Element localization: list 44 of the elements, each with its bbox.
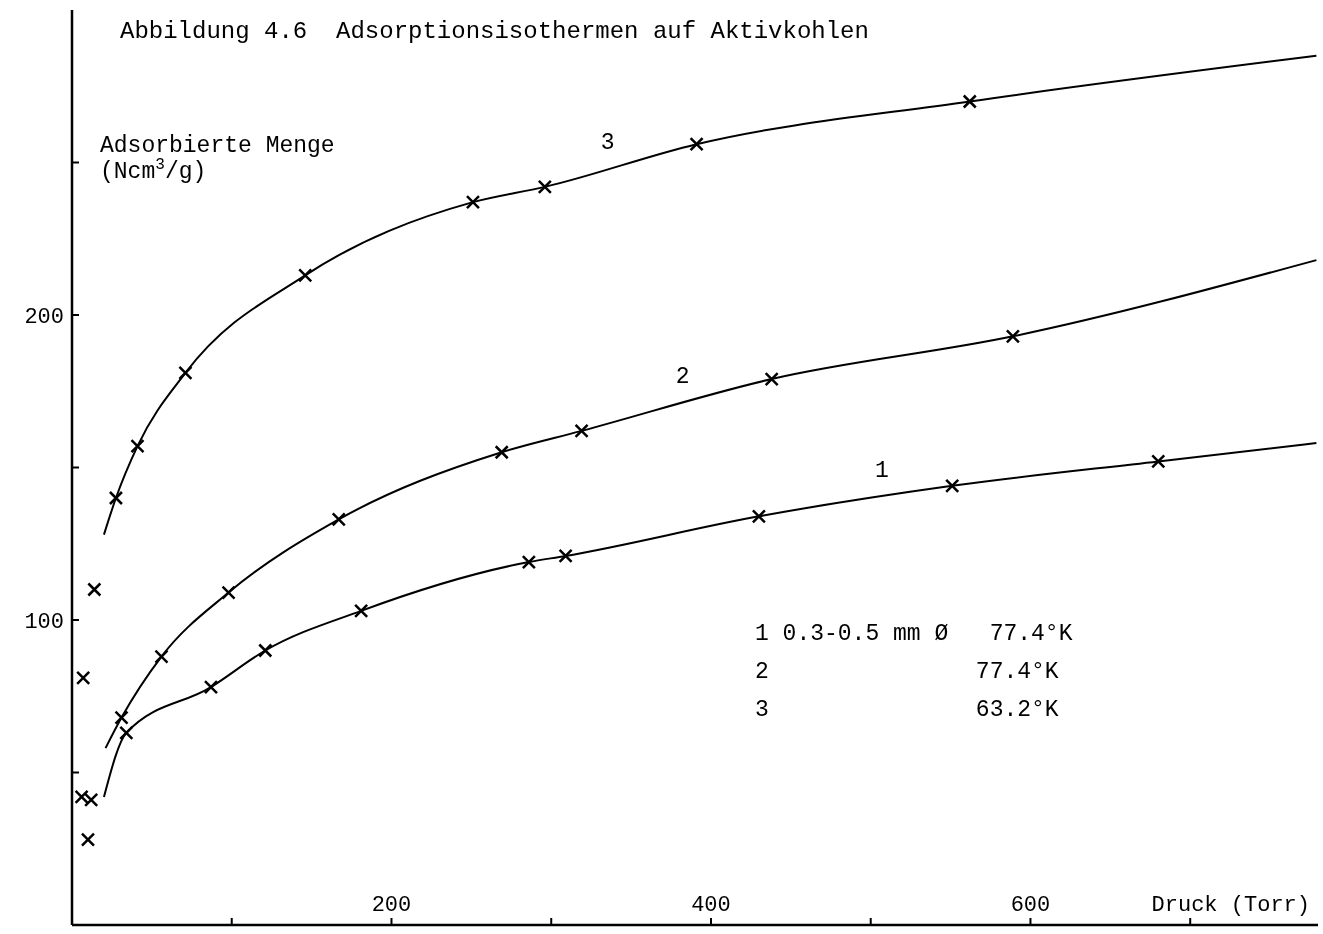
x-axis-title: Druck (Torr) xyxy=(1151,893,1310,918)
annotation: 2 77.4°K xyxy=(755,659,1059,685)
point xyxy=(221,585,236,600)
point xyxy=(1005,329,1021,344)
point xyxy=(521,554,537,570)
annotation: 1 0.3-0.5 mm Ø 77.4°K xyxy=(755,621,1073,647)
line-series xyxy=(102,54,1318,536)
annotation: 3 63.2°K xyxy=(755,697,1059,723)
series-label: 2 xyxy=(675,364,690,391)
point xyxy=(154,649,169,664)
point xyxy=(130,438,145,454)
point xyxy=(1151,454,1166,469)
point xyxy=(689,136,704,152)
point xyxy=(494,445,509,460)
point xyxy=(574,423,589,439)
point xyxy=(962,94,978,109)
chart-title: Abbildung 4.6 Adsorptionsisothermen auf Aktivkohlen xyxy=(120,18,869,45)
y-tick-label: 100 xyxy=(24,610,64,635)
line-series xyxy=(104,259,1318,750)
point xyxy=(108,490,124,506)
point xyxy=(331,512,347,527)
y-axis-title: Adsorbierte Menge (Ncm$^{3}$/g) xyxy=(100,133,335,185)
point xyxy=(353,603,369,619)
point xyxy=(944,478,960,494)
point xyxy=(80,832,96,847)
point xyxy=(114,710,129,725)
line-series xyxy=(102,442,1318,798)
point xyxy=(764,371,779,387)
point xyxy=(178,365,193,381)
point xyxy=(203,679,219,695)
series-label: 1 xyxy=(874,457,889,484)
point xyxy=(119,725,134,741)
series-label: 3 xyxy=(600,130,615,157)
point xyxy=(465,194,481,210)
point xyxy=(75,670,91,686)
point xyxy=(751,509,767,524)
x-tick-label: 400 xyxy=(691,893,731,918)
point xyxy=(87,582,102,597)
point xyxy=(297,268,313,283)
x-tick-label: 200 xyxy=(371,893,412,918)
x-tick-label: 600 xyxy=(1010,893,1051,918)
point xyxy=(558,548,573,564)
point xyxy=(258,643,273,658)
point xyxy=(537,179,553,195)
